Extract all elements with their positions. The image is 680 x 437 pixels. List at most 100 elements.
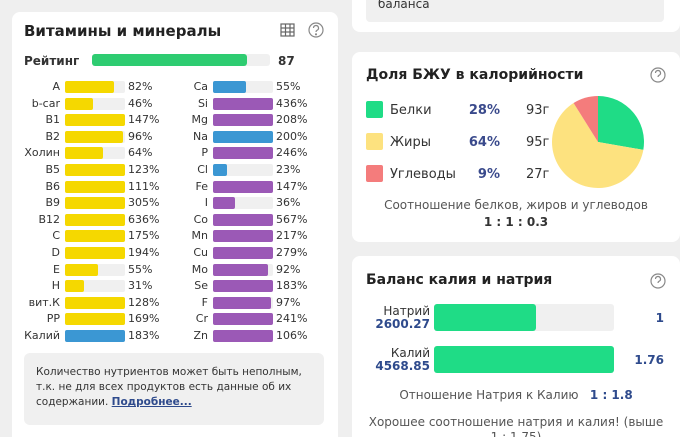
nutrient-bar bbox=[213, 247, 273, 259]
nutrient-value: 147% bbox=[128, 113, 160, 127]
nutrient-bar bbox=[65, 247, 125, 259]
nutrient-name: F bbox=[201, 295, 208, 309]
nutrient-name: D bbox=[51, 246, 60, 259]
nutrient-value: 55% bbox=[128, 262, 153, 276]
pie-slice bbox=[552, 103, 644, 188]
nutrient-bar bbox=[213, 97, 273, 110]
nutrient-name: H bbox=[51, 279, 60, 293]
relation-label: Отношение Натрия к Калию bbox=[399, 388, 579, 402]
legend-percent: 28% bbox=[468, 103, 500, 118]
nutrient-name: Si bbox=[197, 96, 208, 110]
bar bbox=[434, 304, 537, 331]
nutrient-bar bbox=[213, 81, 246, 93]
nutrient-bar bbox=[213, 280, 273, 293]
nutrient-name: P bbox=[201, 146, 208, 160]
nutrient-bar bbox=[213, 213, 273, 226]
relation: Отношение Натрия к Калию 1 : 1.8 bbox=[352, 389, 680, 401]
nutrient-value: 106% bbox=[276, 329, 308, 342]
nutrient-value: 183% bbox=[128, 329, 160, 342]
nutrient-bar bbox=[65, 230, 125, 243]
nutrient-value: 636% bbox=[128, 212, 160, 226]
nutrient-value: 97% bbox=[276, 295, 301, 309]
nutrient-name: Cu bbox=[193, 246, 208, 259]
top-box bbox=[366, 0, 664, 22]
nutrient-track bbox=[213, 164, 273, 176]
nutrient-name: Fe bbox=[195, 179, 209, 193]
more-link[interactable]: Подробнее... bbox=[111, 396, 192, 408]
nutrient-bar bbox=[65, 97, 93, 110]
nutrient-value: 241% bbox=[276, 312, 308, 326]
nutrient-name: Калий bbox=[24, 329, 60, 342]
legend-grams: 93г bbox=[526, 103, 550, 118]
nutrient-name: Mg bbox=[191, 113, 208, 127]
nutrient-name: Zn bbox=[193, 329, 208, 342]
nutrient-bar bbox=[213, 164, 227, 176]
nutrient-name: PP bbox=[46, 312, 60, 326]
nutrient-name: b-car bbox=[31, 96, 60, 110]
nutrient-bar bbox=[65, 130, 123, 143]
nutrient-value: 183% bbox=[276, 279, 308, 293]
nutrient-bar bbox=[213, 197, 235, 210]
nutrient-bar bbox=[65, 330, 125, 342]
nutrient-value: 64% bbox=[128, 146, 153, 160]
nutrient-name: C bbox=[52, 229, 60, 243]
vitamins-card: Витамины и минералы Количество нутриенто… bbox=[12, 12, 338, 437]
nutrient-value: 169% bbox=[128, 312, 160, 326]
item-name: Калий bbox=[390, 346, 430, 360]
note-box: Количество нутриентов может быть неполны… bbox=[24, 353, 324, 425]
nutrient-bar bbox=[65, 147, 104, 160]
nutrient-bar bbox=[65, 114, 125, 127]
note-line: т.к. не для всех продуктов есть данные о… bbox=[36, 381, 292, 393]
nutrient-name: Cl bbox=[197, 163, 208, 176]
legend-grams: 27г bbox=[526, 167, 550, 182]
nutrient-bar bbox=[65, 81, 115, 93]
nutrient-name: B2 bbox=[45, 129, 60, 143]
top-card: баланса bbox=[352, 0, 680, 32]
help-icon[interactable] bbox=[650, 273, 666, 289]
nutrient-name: Co bbox=[193, 212, 208, 226]
nutrient-name: Se bbox=[194, 279, 208, 293]
nutrient-bar bbox=[65, 280, 84, 293]
nutrient-name: B1 bbox=[45, 113, 60, 127]
nutrient-name: Ca bbox=[193, 80, 208, 93]
nutrient-value: 92% bbox=[276, 262, 301, 276]
nutrient-name: вит.К bbox=[28, 295, 60, 309]
nutrient-value: 208% bbox=[276, 113, 308, 127]
verdict-line: 1 : 1.75) bbox=[490, 430, 542, 437]
nutrient-value: 175% bbox=[128, 229, 160, 243]
nutrient-value: 36% bbox=[276, 196, 301, 210]
legend-percent: 9% bbox=[477, 167, 500, 182]
rating-bar bbox=[92, 54, 247, 66]
nutrient-name: B12 bbox=[38, 212, 60, 226]
help-icon[interactable] bbox=[650, 67, 666, 83]
nutrient-value: 46% bbox=[128, 96, 153, 110]
ratio: 1 : 1 : 0.3 bbox=[483, 215, 549, 229]
nutrient-value: 23% bbox=[276, 163, 301, 176]
pie-slice bbox=[598, 96, 644, 150]
nutrient-value: 123% bbox=[128, 163, 160, 176]
bar bbox=[434, 346, 614, 373]
nutrient-name: B9 bbox=[45, 196, 60, 210]
nutrient-bar bbox=[65, 296, 125, 309]
rating-label: Рейтинг bbox=[24, 54, 80, 68]
nutrient-name: B6 bbox=[45, 179, 60, 193]
nutrient-value: 194% bbox=[128, 246, 160, 259]
nutrient-bar bbox=[65, 313, 125, 326]
item-name: Натрий bbox=[383, 304, 430, 318]
nutrient-bar bbox=[65, 213, 125, 226]
help-icon[interactable] bbox=[308, 22, 324, 38]
nutrient-value: 279% bbox=[276, 246, 308, 259]
nutrient-bar bbox=[213, 114, 273, 127]
nutrient-name: Mo bbox=[191, 262, 208, 276]
nutrient-value: 82% bbox=[128, 80, 153, 93]
rating-value: 87 bbox=[278, 54, 295, 68]
legend-name: Жиры bbox=[390, 135, 431, 150]
top-text: баланса bbox=[378, 0, 430, 11]
nutrient-bar bbox=[213, 147, 273, 160]
table-icon[interactable] bbox=[280, 23, 295, 37]
nutrient-bar bbox=[213, 180, 273, 193]
nutrient-value: 31% bbox=[128, 279, 153, 293]
nutrient-bar bbox=[65, 164, 125, 176]
nutrient-name: Cr bbox=[195, 312, 208, 326]
nutrient-name: E bbox=[53, 262, 60, 276]
